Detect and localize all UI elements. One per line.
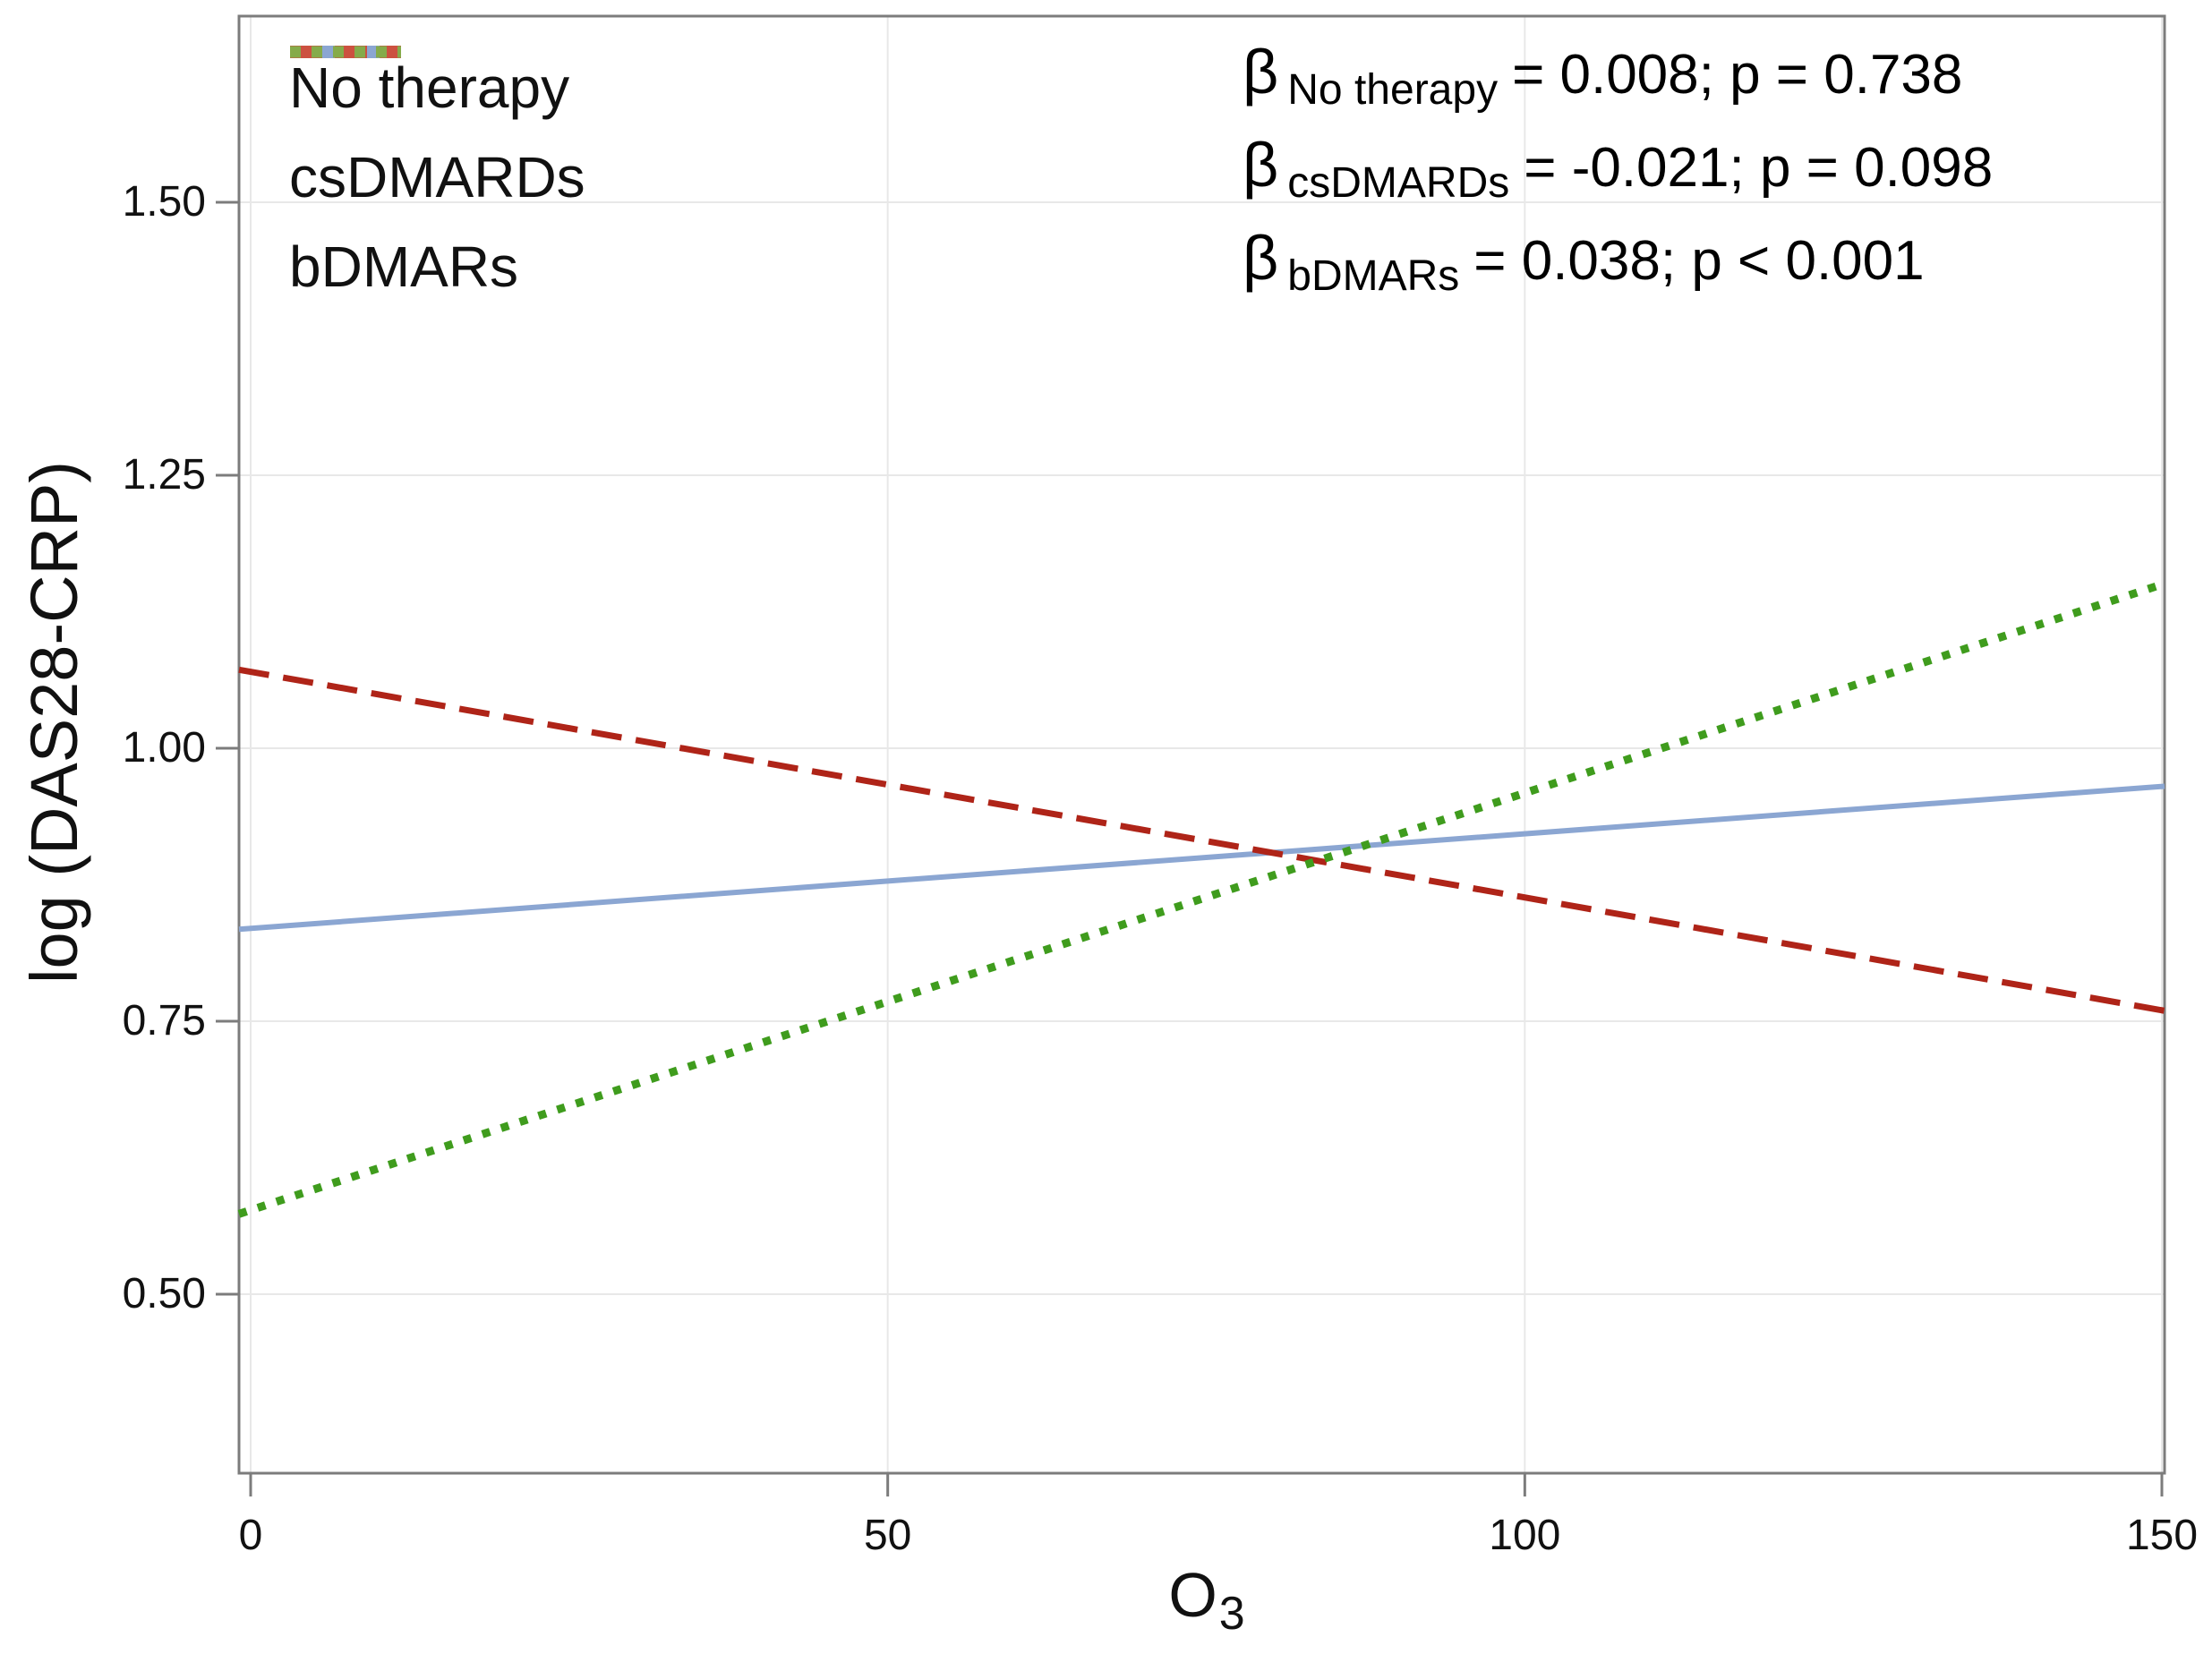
x-axis-title-subscript: 3 [1218, 1588, 1245, 1640]
x-axis-title: O3 [1072, 1559, 1340, 1640]
x-tick-label-50: 50 [863, 1512, 912, 1559]
annotation-text: = 0.038; p < 0.001 [1473, 230, 1925, 292]
y-tick-label-1.25: 1.25 [122, 451, 206, 499]
legend-swatch-dotted-line [290, 46, 401, 58]
y-tick-label-0.75: 0.75 [122, 997, 206, 1044]
annotation-csdmards: β csDMARDs = -0.021; p = 0.098 [1243, 129, 1993, 222]
legend-label: csDMARDs [289, 145, 585, 209]
beta-symbol: β [1243, 130, 1279, 200]
y-tick-label-0.50: 0.50 [122, 1270, 206, 1317]
y-tick-label-1.50: 1.50 [122, 178, 206, 226]
annotation-subscript: csDMARDs [1287, 159, 1510, 207]
x-axis-title-base: O [1168, 1560, 1217, 1630]
annotation-bdmars: β bDMARs = 0.038; p < 0.001 [1243, 222, 1993, 315]
legend-item-csdmards: csDMARDs [289, 46, 585, 222]
x-tick-label-100: 100 [1489, 1512, 1561, 1559]
series-line-bdmars [237, 579, 2166, 1218]
annotation-subscript: No therapy [1287, 66, 1499, 114]
beta-symbol: β [1243, 37, 1279, 107]
annotation-text: = 0.008; p = 0.738 [1512, 44, 1963, 106]
annotation-text: = -0.021; p = 0.098 [1524, 137, 1994, 199]
legend: No therapy csDMARDs bDMARs [289, 43, 585, 311]
legend-item-bdmars: bDMARs [289, 46, 585, 311]
x-tick-label-0: 0 [238, 1512, 263, 1559]
y-tick-label-1.00: 1.00 [122, 724, 206, 772]
series-line-no-therapy [238, 783, 2165, 933]
beta-symbol: β [1243, 223, 1279, 293]
beta-annotations: β No therapy = 0.008; p = 0.738 β csDMARDs = … [1243, 36, 1993, 315]
y-axis-title: log (DAS28-CRP) [17, 461, 91, 984]
legend-label: No therapy [289, 55, 570, 120]
annotation-no-therapy: β No therapy = 0.008; p = 0.738 [1243, 36, 1993, 129]
plot-frame [237, 14, 2166, 1475]
legend-label: bDMARs [289, 234, 519, 299]
x-tick-label-150: 150 [2125, 1512, 2199, 1559]
series-line-csdmards [238, 666, 2165, 1014]
annotation-subscript: bDMARs [1287, 252, 1460, 300]
